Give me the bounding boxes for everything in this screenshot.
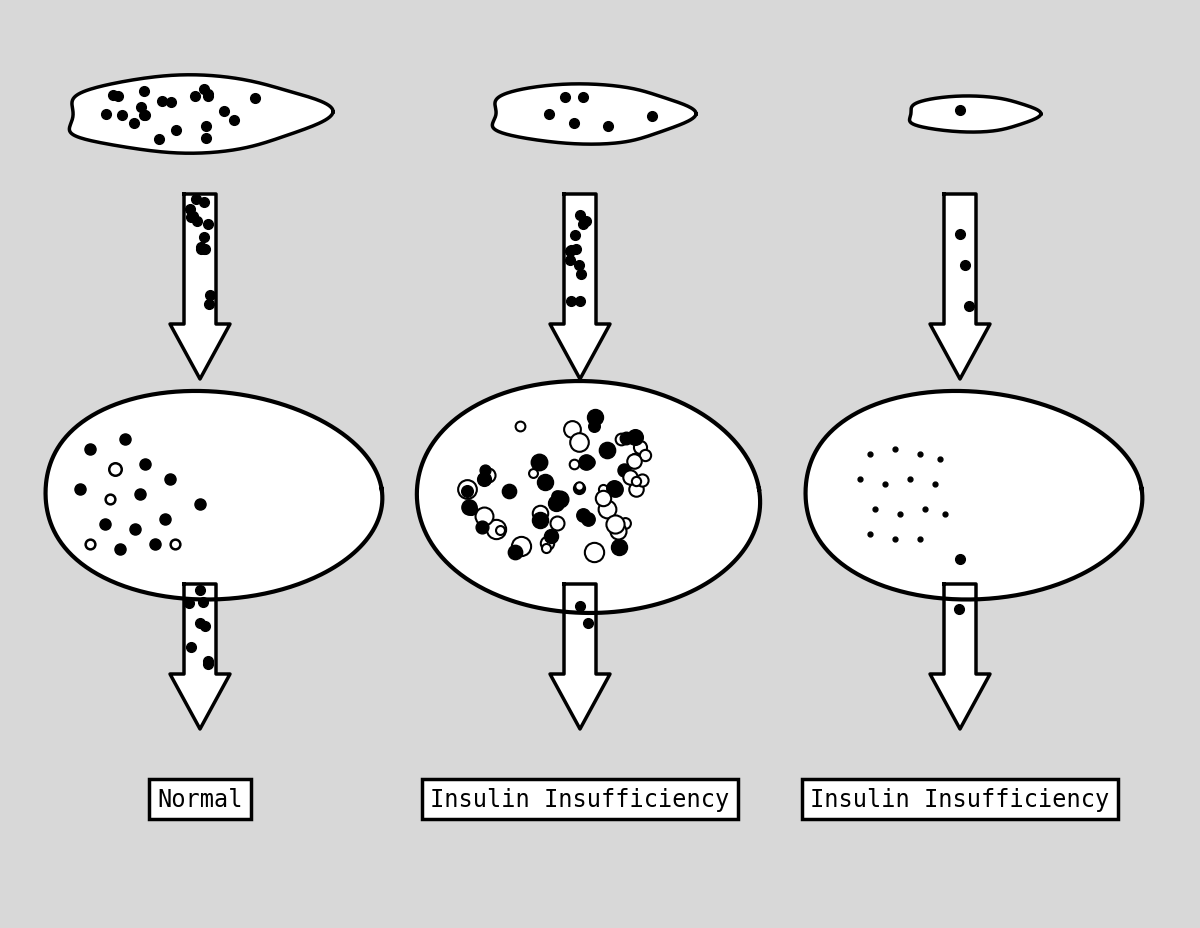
- Polygon shape: [550, 195, 610, 380]
- Text: Insulin Insufficiency: Insulin Insufficiency: [431, 787, 730, 811]
- Text: Insulin Insufficiency: Insulin Insufficiency: [810, 787, 1110, 811]
- Polygon shape: [70, 76, 334, 154]
- Polygon shape: [492, 84, 696, 145]
- Polygon shape: [170, 195, 230, 380]
- Polygon shape: [930, 195, 990, 380]
- Polygon shape: [930, 585, 990, 729]
- Polygon shape: [46, 392, 383, 599]
- Text: Normal: Normal: [157, 787, 242, 811]
- Polygon shape: [550, 585, 610, 729]
- Polygon shape: [170, 585, 230, 729]
- Polygon shape: [910, 97, 1040, 133]
- Polygon shape: [805, 392, 1142, 599]
- Polygon shape: [416, 381, 760, 613]
